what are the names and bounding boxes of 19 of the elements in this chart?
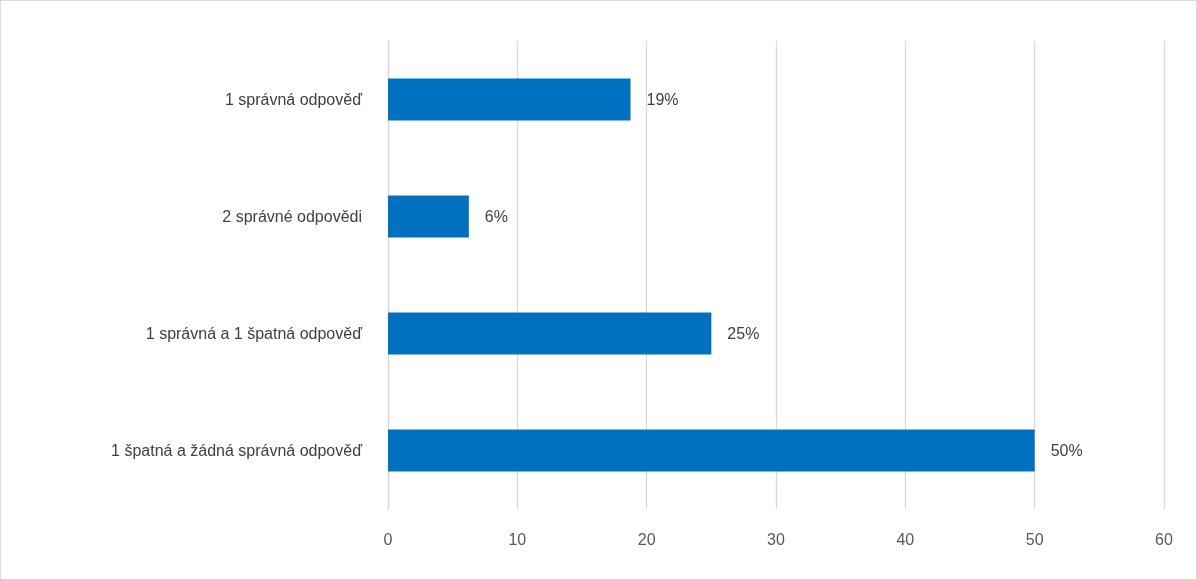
data-label: 25% — [727, 325, 760, 342]
data-label: 50% — [1050, 442, 1083, 459]
bar — [388, 195, 469, 238]
y-tick-label: 1 správná a 1 špatná odpověď — [145, 325, 363, 342]
x-tick-label: 0 — [383, 530, 393, 548]
y-tick-label: 1 špatná a žádná správná odpověď — [111, 442, 363, 459]
x-tick-label: 50 — [1025, 530, 1044, 548]
x-tick-label: 60 — [1155, 530, 1173, 548]
bar — [388, 78, 631, 121]
x-tick-label: 40 — [896, 530, 915, 548]
x-tick-label: 30 — [767, 530, 785, 548]
x-tick-label: 20 — [637, 530, 656, 548]
data-label: 6% — [484, 208, 508, 225]
x-tick-label: 10 — [508, 530, 527, 548]
y-tick-label: 1 správná odpověď — [224, 91, 363, 108]
y-tick-label: 2 správné odpovědi — [222, 208, 362, 225]
bar — [388, 312, 712, 355]
bar — [388, 429, 1035, 472]
data-label: 19% — [646, 91, 679, 108]
